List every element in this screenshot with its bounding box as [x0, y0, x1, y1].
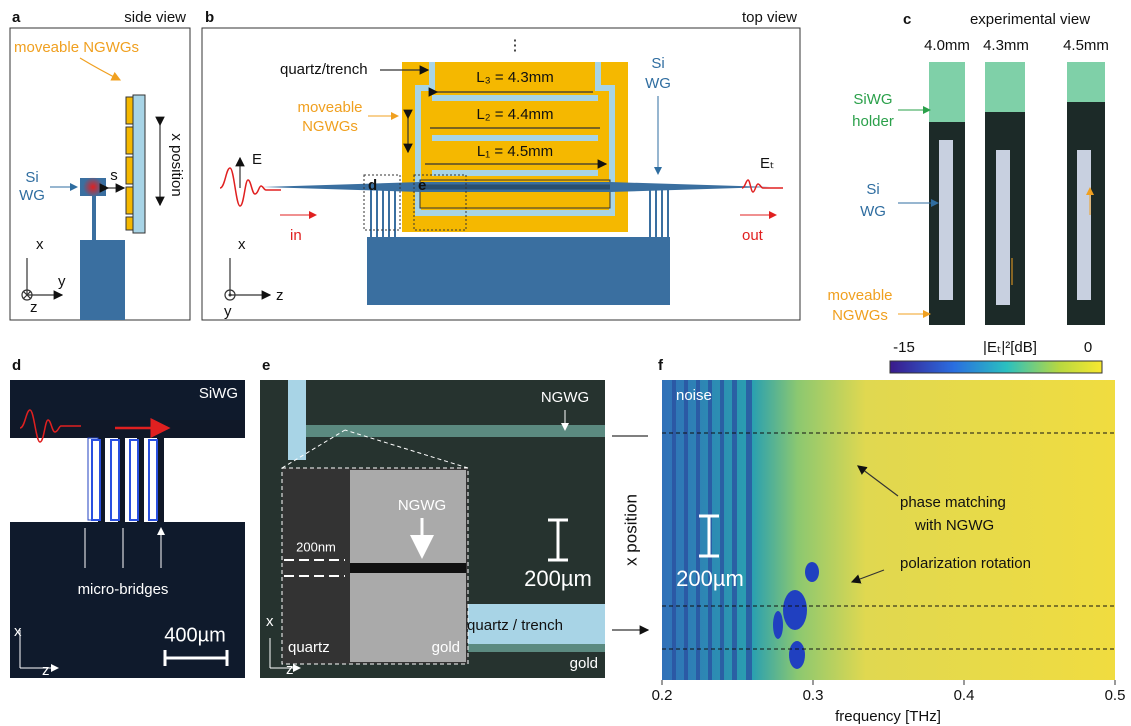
- label: WG: [645, 75, 671, 92]
- label: noise: [676, 387, 712, 404]
- x-tick-label: 0.3: [803, 687, 824, 704]
- label: ⋮: [508, 37, 523, 54]
- label: quartz/trench: [280, 61, 368, 78]
- axis-label: x: [238, 236, 246, 253]
- axis-label: x: [36, 236, 44, 253]
- colorbar-tick-label: -15: [893, 339, 915, 356]
- label: WG: [19, 187, 45, 204]
- panel-label: b: [205, 9, 214, 26]
- x-tick-label: 0.4: [954, 687, 975, 704]
- label: L₃ = 4.3mm: [476, 69, 553, 86]
- label: NGWGs: [302, 118, 358, 135]
- label: E: [252, 151, 262, 168]
- label: WG: [860, 203, 886, 220]
- panel-a: a side view moveable NGWGs x position s …: [10, 9, 190, 320]
- label: Si: [25, 169, 38, 186]
- label: NGWG: [541, 389, 589, 406]
- panel-title: top view: [742, 9, 797, 26]
- figure: a side view moveable NGWGs x position s …: [0, 0, 1131, 726]
- label: gold: [570, 655, 598, 672]
- label: SiWG: [853, 91, 892, 108]
- label: NGWG: [398, 497, 446, 514]
- label: 4.0mm: [924, 37, 970, 54]
- axis-label: z: [30, 299, 38, 316]
- panel-label: f: [658, 357, 664, 374]
- axis-label: z: [42, 662, 50, 679]
- x-axis-label: frequency [THz]: [835, 708, 941, 725]
- panel-b: b top view ⋮ d e E Eₜ in out quartz/tren…: [202, 9, 800, 320]
- label: in: [290, 227, 302, 244]
- panel-label: a: [12, 9, 21, 26]
- colorbar-label: |Eₜ|²[dB]: [983, 339, 1037, 356]
- panel-f: f |Eₜ|²[dB] noise phase matching with NG…: [621, 339, 1125, 725]
- panel-label: e: [262, 357, 270, 374]
- y-axis-label: x position: [621, 494, 640, 566]
- label: moveable NGWGs: [14, 39, 139, 56]
- label: micro-bridges: [78, 581, 169, 598]
- axis-label: y: [58, 273, 66, 290]
- scale-bar: 400µm: [164, 624, 226, 646]
- axis-label: y: [224, 303, 232, 320]
- panel-c: c experimental view 4.0mm 4.3mm 4.5mm Si…: [827, 11, 1108, 325]
- axis-label: x: [14, 623, 22, 640]
- label: quartz / trench: [467, 617, 563, 634]
- label: moveable: [297, 99, 362, 116]
- label: x position: [168, 133, 185, 196]
- label: holder: [852, 113, 894, 130]
- colorbar-tick-label: 0: [1084, 339, 1092, 356]
- label: Si: [651, 55, 664, 72]
- label: L₁ = 4.5mm: [477, 143, 553, 160]
- x-tick-label: 0.5: [1105, 687, 1126, 704]
- label: quartz: [288, 639, 330, 656]
- axis-label: x: [266, 613, 274, 630]
- scale-bar: 200µm: [524, 566, 592, 591]
- axis-label: z: [286, 661, 294, 678]
- scale-bar: 200µm: [676, 566, 744, 591]
- panel-title: side view: [124, 9, 186, 26]
- label: d: [368, 177, 377, 194]
- annotation: polarization rotation: [900, 555, 1031, 572]
- panel-e: e 200nm NGWG quartz gold NGWG 200µm quar…: [260, 357, 648, 678]
- label: 4.3mm: [983, 37, 1029, 54]
- annotation: with NGWG: [914, 517, 994, 534]
- panel-label: d: [12, 357, 21, 374]
- annotation: phase matching: [900, 494, 1006, 511]
- panel-label: c: [903, 11, 911, 28]
- label: NGWGs: [832, 307, 888, 324]
- panel-title: experimental view: [970, 11, 1090, 28]
- label: out: [742, 227, 764, 244]
- label: moveable: [827, 287, 892, 304]
- label: 4.5mm: [1063, 37, 1109, 54]
- panel-d: d SiWG micro-bridges 400µm x z: [10, 357, 245, 679]
- label: Si: [866, 181, 879, 198]
- axis-label: z: [276, 287, 284, 304]
- label: gold: [432, 639, 460, 656]
- label: 200nm: [296, 539, 336, 554]
- label: L₂ = 4.4mm: [476, 106, 553, 123]
- label: SiWG: [199, 385, 238, 402]
- label: s: [110, 167, 118, 184]
- x-tick-label: 0.2: [652, 687, 673, 704]
- label: e: [418, 177, 426, 194]
- label: Eₜ: [760, 155, 774, 172]
